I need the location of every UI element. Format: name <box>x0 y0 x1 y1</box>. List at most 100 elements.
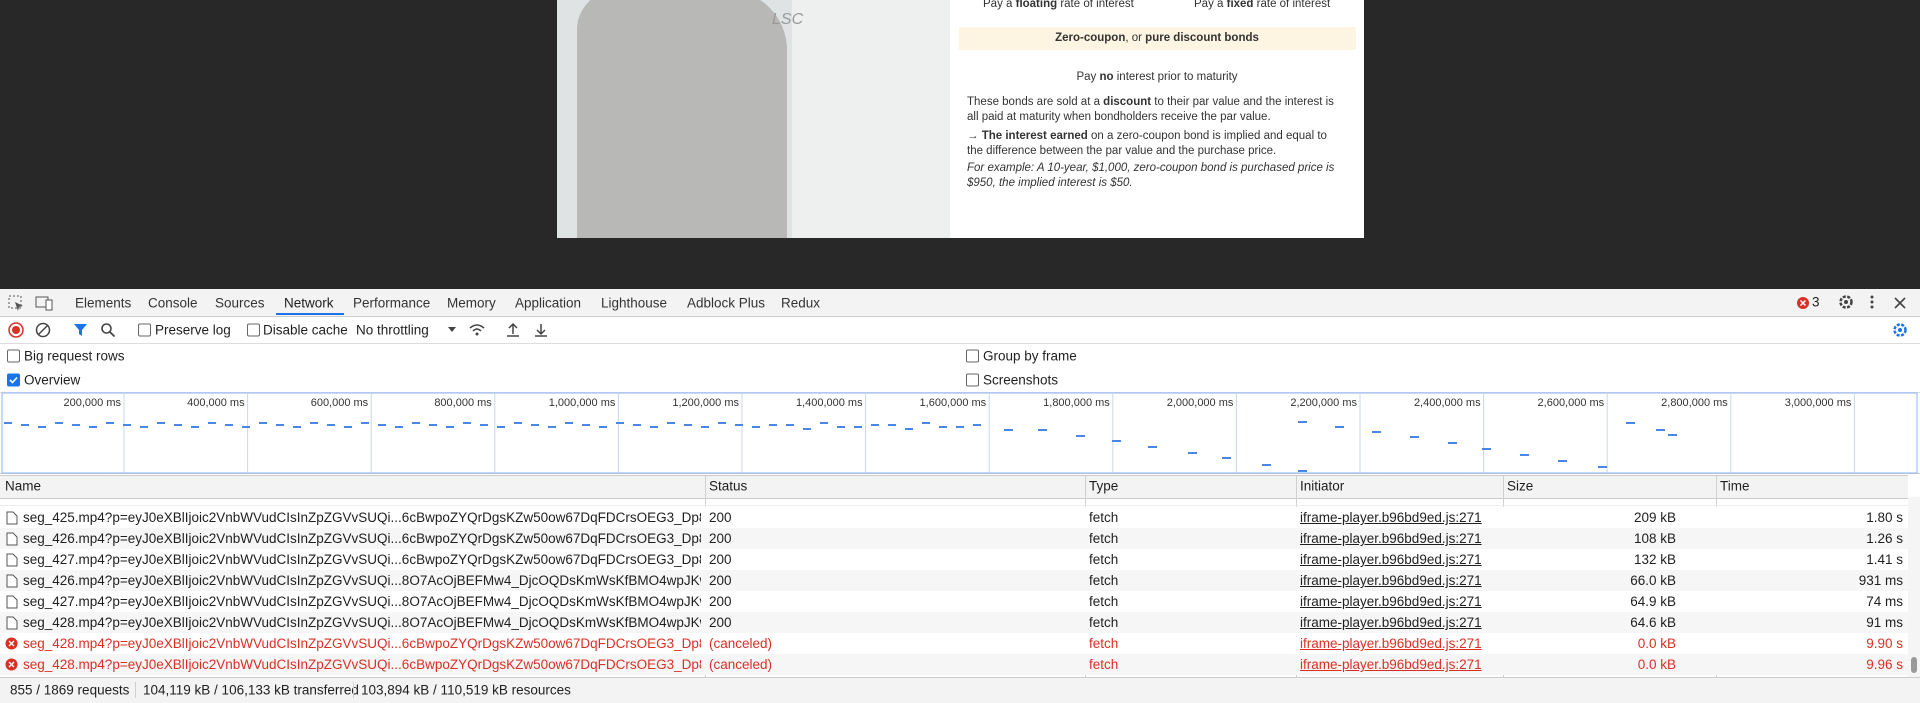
text: Zero-coupon <box>1055 32 1126 44</box>
request-row[interactable]: seg_428.mp4?p=eyJ0eXBlIjoic2VnbWVudCIsIn… <box>0 612 1908 633</box>
throttling-select[interactable]: No throttling <box>356 322 429 338</box>
close-icon[interactable] <box>1893 296 1907 310</box>
request-dash <box>1626 422 1635 424</box>
name-cell: seg_427.mp4?p=eyJ0eXBlIjoic2VnbWVudCIsIn… <box>23 552 701 567</box>
request-dash <box>310 422 318 424</box>
overview-timeline[interactable]: 200,000 ms 400,000 ms 600,000 ms 800,000 ms… <box>0 392 1920 474</box>
request-row[interactable]: seg_428.mp4?p=eyJ0eXBlIjoic2VnbWVudCIsIn… <box>0 633 1908 654</box>
request-dash <box>769 424 777 426</box>
filter-button[interactable] <box>73 322 89 338</box>
column-header[interactable]: Type <box>1089 478 1119 494</box>
screenshots-checkbox[interactable] <box>966 373 979 387</box>
disable-cache[interactable]: Disable cache <box>263 322 348 338</box>
initiator-cell[interactable]: iframe-player.b96bd9ed.js:271 <box>1300 657 1482 672</box>
preserve-log-checkbox[interactable] <box>138 323 151 337</box>
column-header[interactable]: Status <box>709 478 748 494</box>
record-button[interactable] <box>8 322 24 338</box>
type-cell: fetch <box>1089 636 1119 651</box>
request-dash <box>497 426 505 428</box>
tab[interactable]: Sources <box>215 295 265 311</box>
inspect-icon[interactable] <box>7 294 25 312</box>
device-icon[interactable] <box>35 294 53 312</box>
request-dash <box>1148 446 1157 448</box>
request-dash <box>429 424 437 426</box>
request-row[interactable]: seg_426.mp4?p=eyJ0eXBlIjoic2VnbWVudCIsIn… <box>0 570 1908 591</box>
error-icon[interactable] <box>1796 296 1810 310</box>
screenshots[interactable]: Screenshots <box>983 372 1059 388</box>
request-dash <box>1076 435 1085 437</box>
request-dash <box>633 424 641 426</box>
dropdown-arrow[interactable] <box>447 326 457 334</box>
initiator-cell[interactable]: iframe-player.b96bd9ed.js:271 <box>1300 573 1482 588</box>
overview-tick: 2,400,000 ms <box>1414 397 1481 409</box>
presenter <box>577 0 787 238</box>
initiator-cell[interactable]: iframe-player.b96bd9ed.js:271 <box>1300 531 1482 546</box>
request-dash <box>259 422 267 424</box>
request-dash <box>973 424 981 426</box>
request-dash <box>650 426 658 428</box>
tab[interactable]: Adblock Plus <box>687 295 766 311</box>
clear-button[interactable] <box>35 322 51 338</box>
group-by-frame[interactable]: Group by frame <box>983 348 1077 364</box>
request-row[interactable]: seg_428.mp4?p=eyJ0eXBlIjoic2VnbWVudCIsIn… <box>0 654 1908 675</box>
initiator-cell[interactable]: iframe-player.b96bd9ed.js:271 <box>1300 615 1482 630</box>
network-settings[interactable] <box>1892 322 1908 338</box>
tab[interactable]: Elements <box>75 295 132 311</box>
tab[interactable]: Network <box>284 295 334 311</box>
overview-label[interactable]: Overview <box>24 372 81 388</box>
tab[interactable]: Memory <box>447 295 496 311</box>
request-dash <box>1372 431 1381 433</box>
tab[interactable]: Application <box>515 295 582 311</box>
column-header[interactable]: Initiator <box>1300 478 1345 494</box>
column-header[interactable]: Name <box>5 478 42 494</box>
request-dash <box>820 422 828 424</box>
initiator-cell[interactable]: iframe-player.b96bd9ed.js:271 <box>1300 636 1482 651</box>
scroll-thumb[interactable] <box>1911 657 1917 673</box>
text: Pay a <box>1194 0 1227 10</box>
column-header[interactable]: Time <box>1720 478 1750 494</box>
initiator-cell[interactable]: iframe-player.b96bd9ed.js:271 <box>1300 594 1482 609</box>
toolbar <box>0 317 1920 344</box>
request-dash <box>854 426 862 428</box>
initiator-cell[interactable]: iframe-player.b96bd9ed.js:271 <box>1300 510 1482 525</box>
big-rows[interactable]: Big request rows <box>24 348 125 364</box>
tab[interactable]: Performance <box>353 295 431 311</box>
request-row[interactable]: seg_426.mp4?p=eyJ0eXBlIjoic2VnbWVudCIsIn… <box>0 528 1908 549</box>
text: , or <box>1125 32 1146 44</box>
text: no <box>1099 71 1114 83</box>
initiator-cell[interactable]: iframe-player.b96bd9ed.js:271 <box>1300 552 1482 567</box>
preserve-log[interactable]: Preserve log <box>155 322 231 338</box>
overview-tick: 2,600,000 ms <box>1538 397 1605 409</box>
more-icon[interactable] <box>1867 294 1877 310</box>
big-rows-checkbox[interactable] <box>7 349 20 363</box>
overview-tick: 2,200,000 ms <box>1290 397 1357 409</box>
time-cell: 1.41 s <box>1866 552 1903 567</box>
tab[interactable]: Redux <box>781 295 821 311</box>
error-count[interactable]: 3 <box>1812 294 1820 310</box>
settings-icon[interactable] <box>1838 294 1854 310</box>
network-conditions[interactable] <box>468 322 486 338</box>
overview-checkbox[interactable] <box>7 373 20 387</box>
type-cell: fetch <box>1089 594 1119 609</box>
request-dash <box>922 422 930 424</box>
column-header[interactable]: Size <box>1507 478 1534 494</box>
request-row[interactable]: seg_425.mp4?p=eyJ0eXBlIjoic2VnbWVudCIsIn… <box>0 507 1908 528</box>
disable-cache-checkbox[interactable] <box>247 323 260 337</box>
search-button[interactable] <box>100 322 116 338</box>
size-cell: 0.0 kB <box>1637 657 1676 672</box>
request-dash <box>1038 429 1047 431</box>
import-har[interactable] <box>505 322 521 338</box>
tab[interactable]: Console <box>148 295 198 311</box>
request-row[interactable]: seg_427.mp4?p=eyJ0eXBlIjoic2VnbWVudCIsIn… <box>0 549 1908 570</box>
request-row[interactable]: seg_427.mp4?p=eyJ0eXBlIjoic2VnbWVudCIsIn… <box>0 591 1908 612</box>
time-cell: 931 ms <box>1858 573 1903 588</box>
export-har[interactable] <box>533 322 549 338</box>
group-by-frame-checkbox[interactable] <box>966 349 979 363</box>
document-icon <box>6 616 18 630</box>
status-cell: 200 <box>709 531 732 546</box>
request-dash <box>565 422 573 424</box>
text: on a zero-coupon bond is implied and equ… <box>967 130 1327 157</box>
text: fixed <box>1226 0 1254 10</box>
tab[interactable]: Lighthouse <box>601 295 668 311</box>
